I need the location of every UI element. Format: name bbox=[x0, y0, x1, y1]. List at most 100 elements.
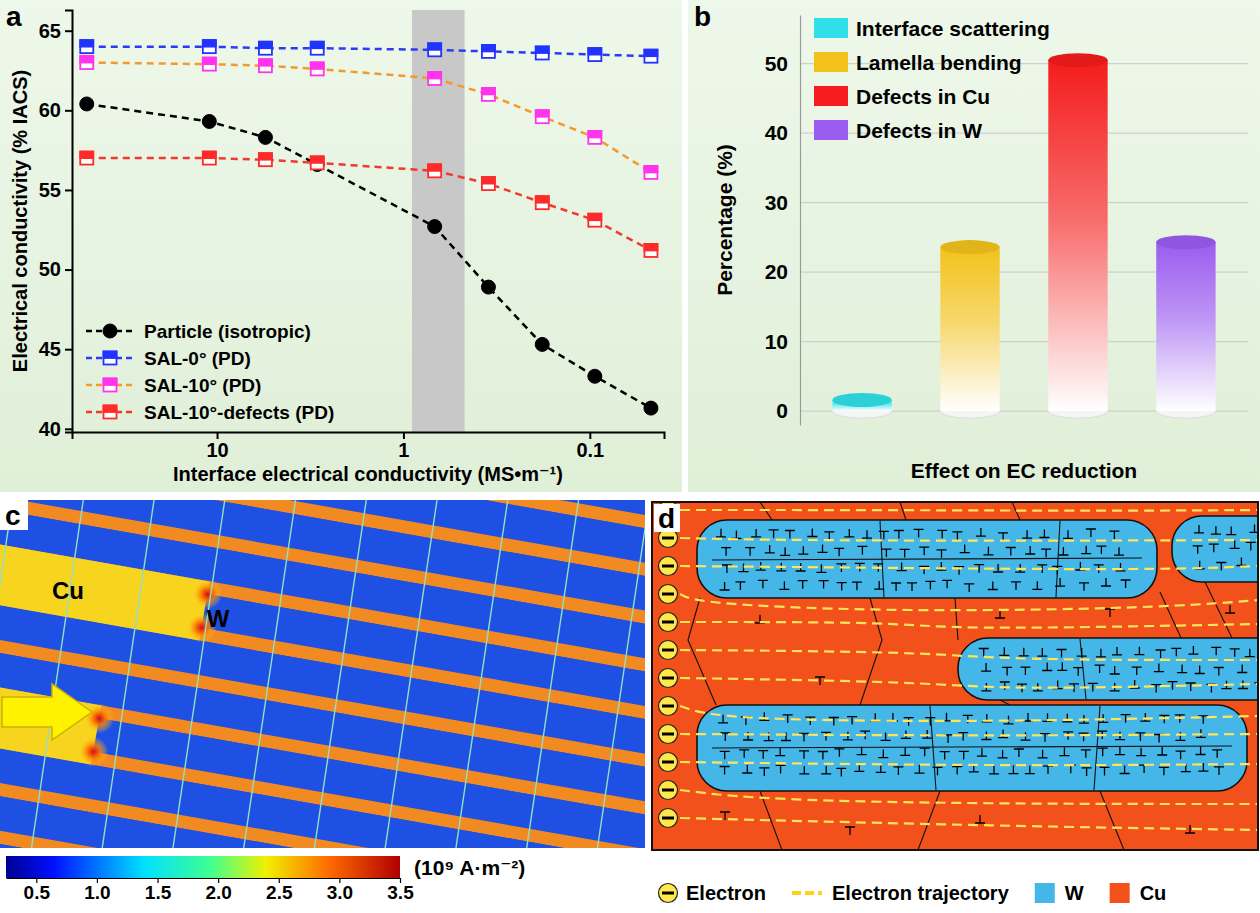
w-lamella bbox=[0, 769, 645, 848]
marker-half bbox=[80, 56, 93, 63]
dislocation bbox=[1211, 647, 1221, 655]
colorbar-tick: 2.0 bbox=[205, 878, 231, 903]
marker bbox=[202, 114, 216, 128]
dislocation bbox=[1101, 578, 1111, 586]
dislocation bbox=[964, 584, 974, 592]
dislocation bbox=[765, 545, 775, 553]
y-tick-label: 30 bbox=[765, 191, 788, 214]
marker bbox=[644, 244, 657, 257]
y-tick: 55 bbox=[39, 179, 72, 201]
mesh-line bbox=[58, 500, 208, 848]
dislocation bbox=[720, 582, 730, 590]
dislocation bbox=[894, 531, 904, 539]
mesh-line bbox=[472, 500, 622, 848]
y-tick-mark bbox=[65, 428, 72, 430]
dislocation bbox=[776, 765, 786, 773]
bar bbox=[1048, 60, 1107, 411]
electron bbox=[659, 669, 678, 688]
legend-label: SAL-10° (PD) bbox=[144, 375, 261, 396]
electron bbox=[659, 884, 678, 903]
electron-sign bbox=[662, 593, 674, 596]
marker bbox=[482, 88, 495, 101]
electron-body bbox=[659, 557, 678, 576]
electron-trajectory bbox=[680, 762, 1258, 765]
marker-face bbox=[311, 156, 324, 169]
dislocation bbox=[1041, 549, 1051, 557]
dislocation bbox=[925, 581, 935, 589]
marker bbox=[482, 177, 495, 190]
w-lamella bbox=[0, 722, 645, 848]
marker-half bbox=[80, 40, 93, 47]
electron-sign bbox=[662, 621, 674, 624]
dislocation bbox=[1120, 766, 1130, 774]
dislocation bbox=[745, 548, 755, 556]
electron-body bbox=[659, 781, 678, 800]
w-grain-boundary bbox=[1080, 639, 1086, 699]
dislocation bbox=[739, 750, 749, 758]
dislocation bbox=[937, 530, 947, 538]
dislocation bbox=[1079, 583, 1089, 591]
legend-label: Electron trajectory bbox=[832, 882, 1010, 904]
marker-face bbox=[80, 40, 93, 53]
dislocation bbox=[1230, 540, 1240, 548]
marker-half bbox=[644, 50, 657, 57]
electron bbox=[659, 753, 678, 772]
series-line bbox=[87, 47, 651, 57]
y-tick: 40 bbox=[765, 121, 800, 144]
x-tick-mark bbox=[217, 432, 219, 439]
electron bbox=[659, 585, 678, 604]
mesh-line bbox=[609, 500, 645, 848]
dislocation bbox=[1214, 668, 1224, 676]
dislocation bbox=[1237, 665, 1247, 673]
legend: Interface scatteringLamella bendingDefec… bbox=[814, 17, 1050, 142]
dislocation bbox=[1096, 546, 1106, 554]
electron-sign bbox=[662, 789, 674, 792]
electron-trajectory bbox=[680, 622, 1258, 628]
dislocation bbox=[758, 751, 768, 759]
dislocation bbox=[742, 765, 752, 773]
marker bbox=[428, 164, 441, 177]
bar-top bbox=[1048, 53, 1107, 67]
dislocation bbox=[1032, 581, 1042, 589]
dislocation bbox=[1112, 647, 1122, 655]
electron-trajectory bbox=[680, 790, 1258, 804]
dislocation bbox=[1098, 748, 1108, 756]
y-axis-title: Electrical conductivity (% IACS) bbox=[9, 70, 31, 372]
marker bbox=[258, 130, 272, 144]
y-tick-label: 50 bbox=[765, 52, 788, 75]
marker bbox=[644, 401, 658, 415]
dislocation bbox=[1246, 542, 1256, 550]
marker-half bbox=[203, 58, 216, 65]
marker-face bbox=[259, 59, 272, 72]
electron bbox=[659, 697, 678, 716]
legend: ElectronElectron trajectoryWCu bbox=[659, 882, 1167, 904]
dislocation bbox=[751, 529, 761, 537]
marker bbox=[588, 48, 601, 61]
legend-label: W bbox=[1065, 882, 1084, 904]
marker-face bbox=[311, 62, 324, 75]
y-axis: 01020304050 bbox=[765, 16, 801, 426]
dislocation bbox=[999, 647, 1009, 655]
electron-trajectory bbox=[680, 734, 1258, 735]
grid-line bbox=[800, 202, 1248, 203]
marker bbox=[535, 337, 549, 351]
dislocation bbox=[1115, 747, 1125, 755]
dislocation bbox=[1156, 650, 1166, 658]
panel-d: dElectronElectron trajectoryWCu bbox=[652, 501, 1260, 905]
series-line bbox=[87, 158, 651, 250]
dislocation bbox=[920, 748, 930, 756]
marker bbox=[644, 166, 657, 179]
marker bbox=[259, 153, 272, 166]
legend-swatch bbox=[1035, 883, 1055, 903]
marker bbox=[259, 59, 272, 72]
dislocation bbox=[1100, 767, 1110, 775]
dislocation bbox=[1057, 662, 1067, 670]
marker-face bbox=[203, 152, 216, 165]
dislocation bbox=[1081, 750, 1091, 758]
dislocation bbox=[720, 767, 730, 775]
marker-half bbox=[536, 196, 549, 203]
dislocation bbox=[1176, 751, 1186, 759]
legend-swatch bbox=[814, 86, 848, 106]
x-axis-line bbox=[73, 433, 665, 440]
y-tick: 30 bbox=[765, 191, 800, 214]
